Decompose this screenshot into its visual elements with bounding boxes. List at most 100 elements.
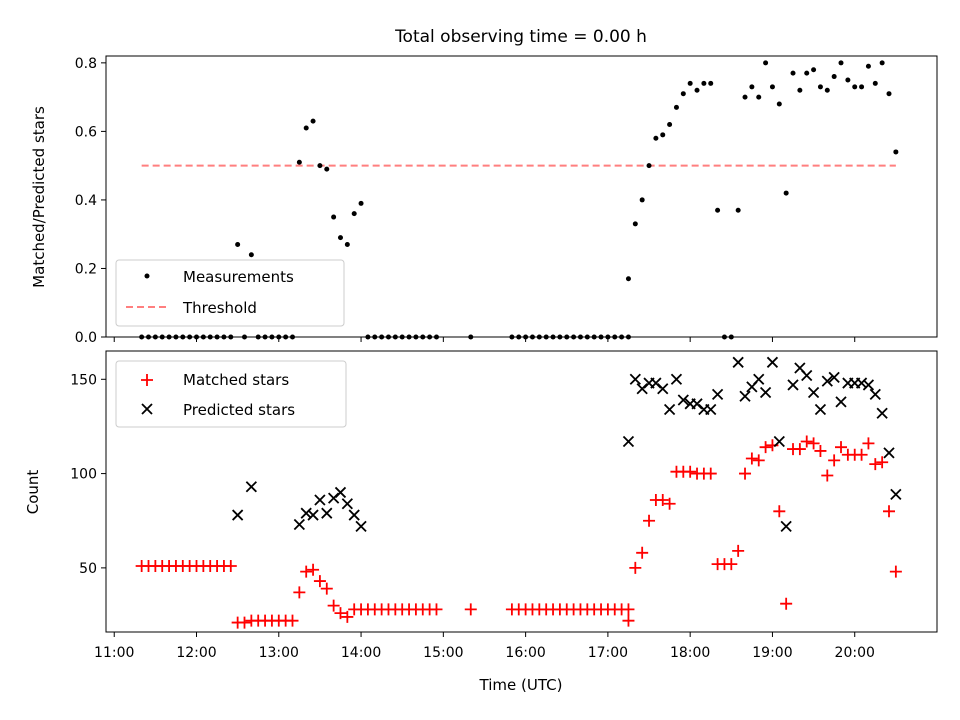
matched-star-point [300,565,313,578]
measurement-point [776,101,782,107]
measurement-point [248,252,254,258]
measurement-point [817,84,823,90]
threshold-legend-label: Threshold [182,299,257,317]
predicted-star-point [739,390,751,402]
bottom-x-ticks: 11:00 12:00 13:00 14:00 15:00 16:00 17:00 18:00… [94,632,875,661]
measurements-legend-label: Measurements [183,268,294,286]
predicted-star-point [821,375,833,387]
predicted-star-point [732,356,744,368]
matched-star-point [793,443,806,456]
x-tick-label: 19:00 [752,645,792,661]
top-legend: Measurements Threshold [115,259,345,327]
predicted-star-point [759,386,772,399]
predicted-star-point [663,403,676,416]
measurement-point [872,80,878,86]
top-y-axis-label: Matched/Predicted stars [30,106,48,288]
measurement-point [625,276,631,282]
x-tick-label: 16:00 [505,645,545,661]
measurement-point [680,91,686,97]
matched-star-point [313,575,326,588]
matched-star-point [814,444,827,457]
bottom-legend-box [115,360,347,428]
measurement-point [632,221,638,227]
matched-star-point [327,599,340,612]
measurements-legend-marker [144,273,150,279]
measurement-point [653,135,659,141]
x-tick-label: 13:00 [259,645,299,661]
matched-star-point [889,565,902,578]
predicted-star-point [321,507,333,519]
matched-star-point [745,452,758,465]
matched-star-point [464,603,477,616]
predicted-star-point [622,435,635,448]
measurement-point [749,84,755,90]
predicted-star-point [245,481,257,493]
predicted-star-point [814,403,827,416]
x-tick-label: 18:00 [670,645,710,661]
predicted-star-point [300,507,312,519]
chart-title: Total observing time = 0.00 h [394,27,647,47]
measurement-point [783,190,789,196]
measurement-point [735,207,741,213]
top-y-tick-label: 0.2 [75,261,97,277]
bottom-y-tick-label: 50 [79,561,97,577]
measurement-point [344,241,350,247]
matched-star-point [307,563,320,576]
bottom-y-ticks: 50 100 150 [70,372,106,577]
matched-star-point [341,610,354,623]
predicted-star-point [711,388,724,401]
matched-star-point [835,441,848,454]
predicted-star-point [855,377,868,389]
measurement-point [660,132,666,138]
predicted-star-point [828,371,840,384]
top-y-tick-label: 0.0 [75,330,97,346]
matched-star-point [636,546,649,559]
measurement-point [831,74,837,80]
measurement-point [639,197,645,203]
matched-star-point [663,497,676,510]
measurement-point [865,63,871,69]
measurement-point [337,235,343,241]
measurement-point [845,77,851,83]
matched-star-point [656,493,669,506]
bottom-y-axis-label: Count [24,470,42,515]
predicted-star-point [787,379,799,391]
measurement-point [317,163,323,169]
measurement-point [351,211,357,217]
measurement-point [673,104,679,110]
matched-star-point [821,469,834,482]
matched-star-point [622,603,635,616]
predicted-star-point [801,369,813,382]
measurement-point [879,60,885,66]
matched-star-point [800,435,813,448]
matched-star-point [725,558,738,571]
matched-star-point [855,448,868,461]
x-axis-label: Time (UTC) [479,676,563,694]
matched-star-point [732,544,745,557]
measurement-point [852,84,858,90]
x-tick-label: 20:00 [835,645,875,661]
matched-star-point [293,586,306,599]
predicted-star-point [307,509,319,521]
bottom-legend: Matched stars Predicted stars [115,360,347,428]
measurement-point [358,200,364,206]
matched-legend-label: Matched stars [183,371,289,389]
measurement-point [824,87,830,93]
matched-star-point [828,454,841,467]
top-y-tick-label: 0.8 [75,56,97,72]
matched-star-point [780,597,793,610]
top-panel: 0.00.20.40.60.8 Matched/Predicted stars … [30,55,938,346]
matched-star-point [224,559,237,572]
measurement-point [859,84,865,90]
predicted-star-point [876,407,888,419]
bottom-axes-frame [105,350,938,633]
x-tick-label: 11:00 [94,645,134,661]
matched-star-point [883,505,896,518]
measurement-point [310,118,316,124]
measurement-point [708,80,714,86]
measurement-point [687,80,693,86]
measurement-point [763,60,769,66]
matched-star-point [807,437,820,450]
predicted-legend-label: Predicted stars [183,401,295,419]
